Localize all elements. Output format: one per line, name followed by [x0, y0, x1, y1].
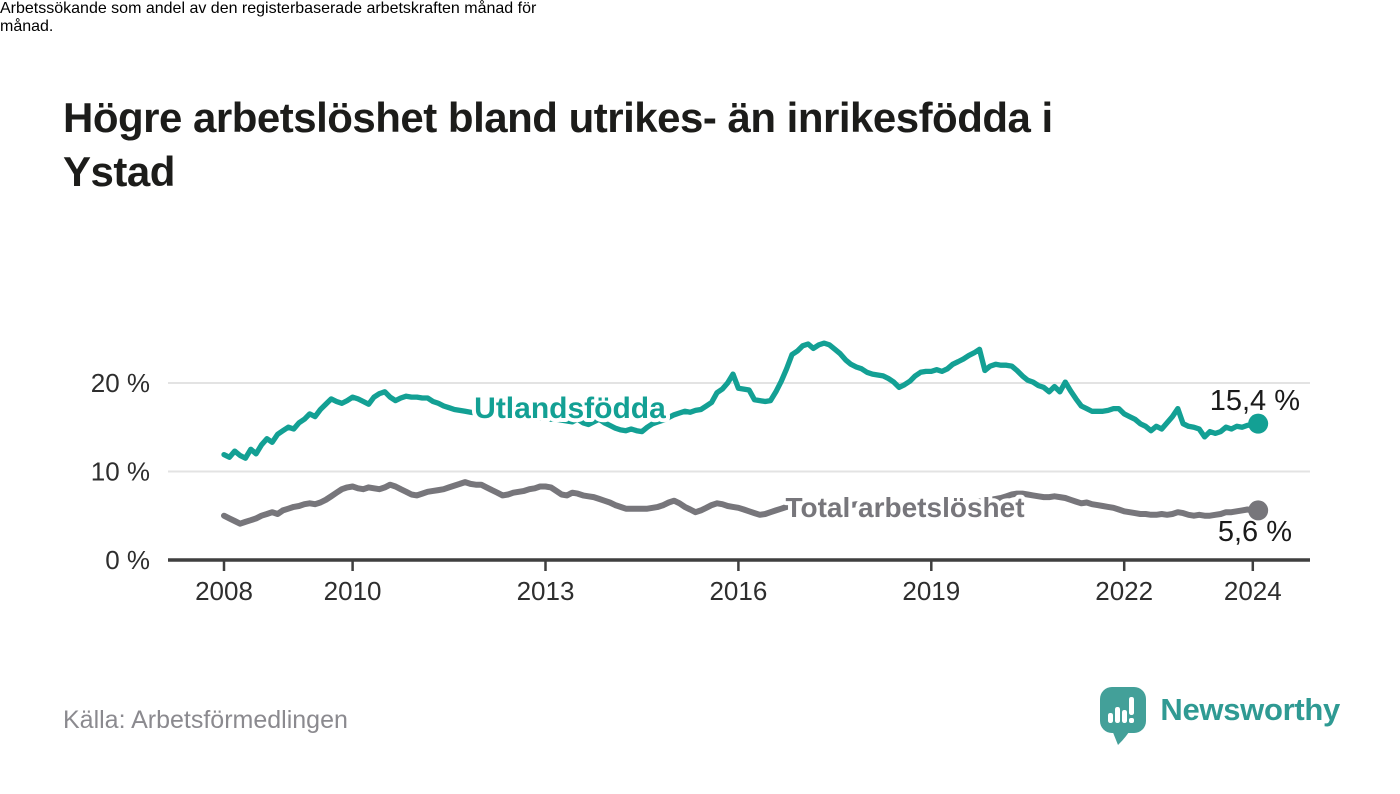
y-axis-tick-label: 10 % — [91, 456, 150, 486]
series-label: Total arbetslöshet — [785, 492, 1024, 523]
x-axis-tick-label: 2024 — [1224, 576, 1282, 606]
series-end-value-label: 5,6 % — [1218, 516, 1292, 548]
series-end-value-label: 15,4 % — [1210, 385, 1300, 417]
y-axis-tick-label: 0 % — [105, 545, 150, 575]
series-line-total — [221, 479, 1262, 527]
series-end-dot — [1248, 413, 1269, 434]
page-title-line2: Ystad — [63, 148, 175, 196]
newsworthy-logo: Newsworthy — [1099, 686, 1340, 746]
x-axis-tick-label: 2008 — [195, 576, 253, 606]
x-axis-tick-label: 2022 — [1095, 576, 1153, 606]
series-line-utlandsfodda — [221, 340, 1261, 461]
series-label: Utlandsfödda — [474, 392, 666, 425]
page-title-line1: Högre arbetslöshet bland utrikes- än inr… — [63, 94, 1053, 142]
series-end-dot — [1248, 500, 1269, 521]
page-subtitle-line2: månad. — [0, 18, 54, 35]
page-subtitle-line1: Arbetssökande som andel av den registerb… — [0, 0, 537, 17]
x-axis-tick-label: 2019 — [902, 576, 960, 606]
x-axis-tick-label: 2016 — [709, 576, 767, 606]
source-note: Källa: Arbetsförmedlingen — [63, 706, 348, 734]
newsworthy-logo-icon — [1100, 687, 1147, 745]
line-chart: 0 % 10 % 20 % 2008 2010 2013 2016 2019 2022 2024 U… — [91, 340, 1310, 606]
newsworthy-logo-text: Newsworthy — [1160, 692, 1340, 727]
x-axis-tick-label: 2010 — [324, 576, 382, 606]
y-axis-tick-label: 20 % — [91, 368, 150, 398]
page-title: Högre arbetslöshet bland utrikes- än inr… — [63, 91, 1053, 199]
x-axis-tick-label: 2013 — [517, 576, 575, 606]
